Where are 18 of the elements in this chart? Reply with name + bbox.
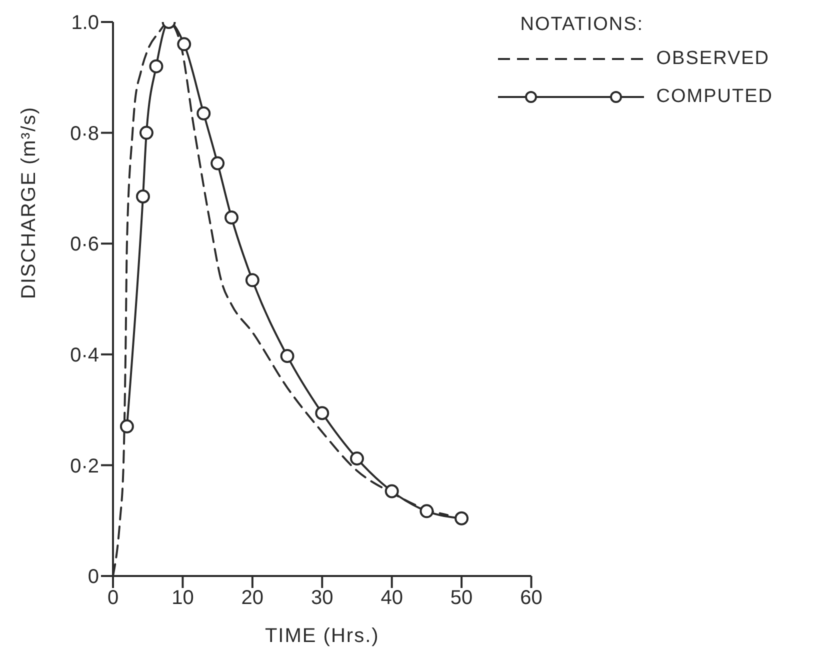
y-tick-label: 0·4	[70, 344, 99, 366]
x-tick-label: 10	[172, 587, 194, 610]
x-tick-label: 20	[241, 587, 264, 610]
y-tick-label: 0·6	[70, 234, 99, 256]
legend-label: COMPUTED	[656, 86, 773, 108]
y-tick-label: 0·8	[70, 122, 99, 145]
text: OBSERVED	[656, 48, 770, 70]
y-tick-label: 0	[88, 566, 99, 588]
x-tick-label: 0	[107, 587, 119, 610]
x-tick-label: 60	[520, 587, 542, 610]
legend-title: NOTATIONS:	[520, 14, 645, 36]
y-tick-label: 1.0	[71, 12, 99, 34]
y-tick-label: 0·2	[70, 455, 99, 478]
y-axis-title: DISCHARGE (m³/s)	[18, 106, 40, 299]
x-tick-label: 40	[380, 587, 403, 610]
x-axis-title: TIME (Hrs.)	[264, 625, 380, 647]
x-tick-label: 30	[311, 587, 334, 610]
x-tick-label: 50	[450, 587, 473, 610]
